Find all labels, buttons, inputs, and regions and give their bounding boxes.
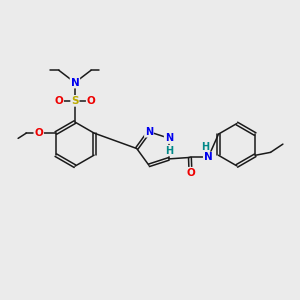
Text: N: N: [165, 133, 173, 143]
Text: N: N: [70, 78, 79, 88]
Text: N: N: [145, 127, 153, 137]
Text: O: O: [34, 128, 43, 138]
Text: H: H: [165, 146, 173, 155]
Text: O: O: [186, 168, 195, 178]
Text: H: H: [201, 142, 209, 152]
Text: N: N: [204, 152, 212, 162]
Text: O: O: [87, 96, 95, 106]
Text: S: S: [71, 96, 79, 106]
Text: O: O: [54, 96, 63, 106]
